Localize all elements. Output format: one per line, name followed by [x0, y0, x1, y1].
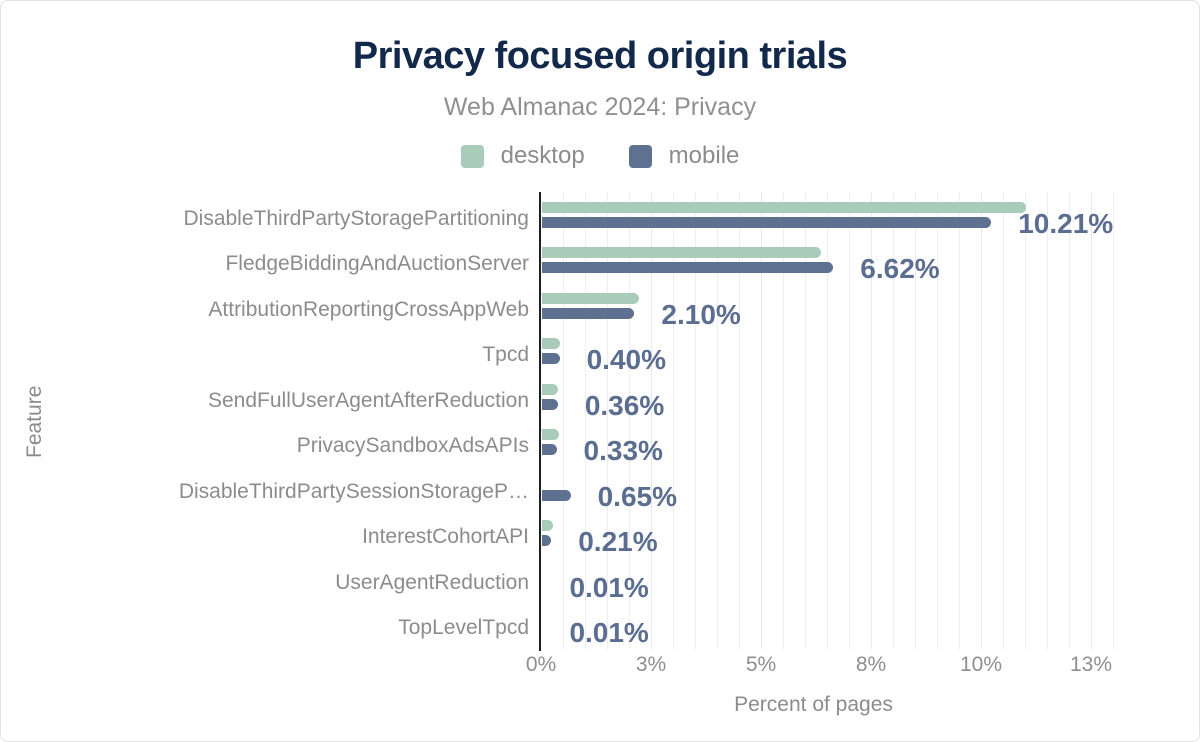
bar-mobile — [542, 353, 560, 365]
gridline — [937, 192, 938, 649]
bar-desktop — [542, 247, 821, 259]
gridline — [849, 192, 850, 649]
gridline — [717, 192, 718, 649]
gridline — [1003, 192, 1004, 649]
value-label: 6.62% — [860, 253, 940, 285]
bar-desktop — [542, 338, 561, 350]
legend-label-desktop: desktop — [500, 142, 585, 169]
legend: desktop mobile — [1, 142, 1199, 170]
gridline — [607, 192, 608, 649]
value-label: 0.65% — [597, 480, 677, 512]
bar-desktop — [542, 520, 553, 532]
gridline — [761, 192, 762, 649]
gridline — [1091, 192, 1092, 649]
category-label: FledgeBiddingAndAuctionServer — [225, 252, 529, 276]
x-tick-label: 13% — [1069, 653, 1113, 676]
gridline — [1069, 192, 1070, 649]
category-label: SendFullUserAgentAfterReduction — [207, 388, 529, 412]
gridline — [893, 192, 894, 649]
bar-mobile — [542, 489, 571, 501]
category-label: Tpcd — [482, 343, 529, 367]
bar-desktop — [542, 383, 559, 395]
x-axis-ticks: 0% 3% 5% 8% 10% 13% — [526, 653, 1117, 677]
category-label: InterestCohortAPI — [362, 525, 529, 549]
gridline — [915, 192, 916, 649]
value-label: 0.01% — [569, 617, 649, 649]
gridline — [585, 192, 586, 649]
chart-subtitle: Web Almanac 2024: Privacy — [443, 93, 757, 121]
gridline — [805, 192, 806, 649]
value-label: 0.36% — [584, 389, 665, 421]
gridline — [871, 192, 872, 649]
value-label: 0.01% — [569, 571, 649, 603]
category-label: DisableThirdPartyStoragePartitioning — [183, 206, 529, 230]
plot-area: 10.21% 6.62% 2.10% 0.40% 0.36% 0.33% 0.65% 0.21… — [541, 192, 1117, 649]
x-tick-label: 10% — [959, 653, 1003, 676]
gridline — [673, 192, 674, 649]
bar-desktop — [542, 429, 559, 441]
x-axis-title: Percent of pages — [734, 693, 893, 716]
value-label: 2.10% — [661, 298, 741, 330]
gridline — [563, 192, 564, 649]
legend-swatch-mobile — [628, 144, 652, 168]
category-label: DisableThirdPartySessionStorageP… — [178, 479, 529, 503]
value-label: 0.40% — [586, 344, 666, 376]
x-tick-label: 5% — [745, 653, 777, 676]
x-tick-label: 8% — [855, 653, 887, 676]
gridline — [827, 192, 828, 649]
bar-mobile — [542, 398, 558, 410]
gridline — [783, 192, 784, 649]
category-label: TopLevelTpcd — [398, 616, 529, 640]
bar-desktop — [542, 292, 639, 304]
value-label: 0.33% — [583, 435, 663, 467]
legend-swatch-desktop — [460, 144, 484, 168]
gridline — [739, 192, 740, 649]
category-label: AttributionReportingCrossAppWeb — [208, 297, 529, 321]
gridline — [695, 192, 696, 649]
value-label: 0.21% — [578, 526, 658, 558]
y-axis-line — [539, 192, 541, 651]
gridline — [1047, 192, 1048, 649]
legend-item-mobile: mobile — [628, 142, 740, 170]
legend-label-mobile: mobile — [668, 142, 740, 169]
category-label: UserAgentReduction — [335, 570, 529, 594]
legend-item-desktop: desktop — [460, 142, 585, 170]
category-axis: DisableThirdPartyStoragePartitioning Fled… — [1, 194, 529, 649]
gridline — [1113, 192, 1114, 649]
x-tick-label: 3% — [635, 653, 667, 676]
bar-mobile — [542, 444, 557, 456]
gridline — [651, 192, 652, 649]
gridline — [981, 192, 982, 649]
chart-title: Privacy focused origin trials — [352, 35, 848, 77]
gridline — [959, 192, 960, 649]
x-tick-label: 0% — [525, 653, 557, 676]
value-label: 10.21% — [1018, 207, 1114, 239]
bar-mobile — [542, 262, 834, 274]
category-label: PrivacySandboxAdsAPIs — [296, 434, 529, 458]
bar-desktop — [542, 201, 1026, 213]
bar-mobile — [542, 216, 992, 228]
gridline — [1025, 192, 1026, 649]
gridline — [629, 192, 630, 649]
bar-mobile — [542, 307, 635, 319]
bar-mobile — [542, 535, 552, 547]
